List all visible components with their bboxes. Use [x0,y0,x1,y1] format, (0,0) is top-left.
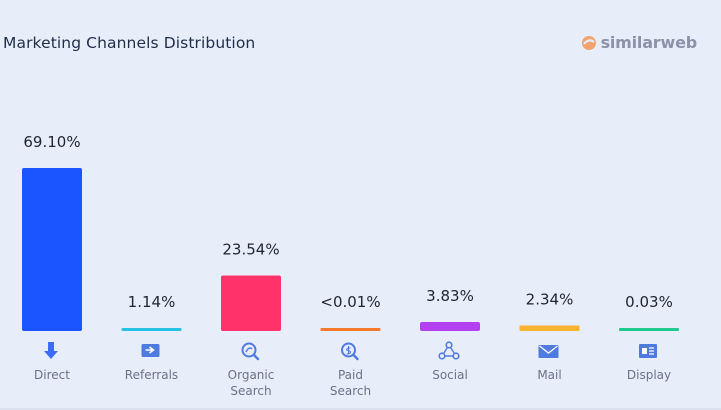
category-label: Social [432,368,468,382]
chart-title: Marketing Channels Distribution [3,34,256,52]
value-label: 2.34% [526,290,574,308]
bar-display[interactable] [619,328,679,331]
bar-mail[interactable] [519,325,580,331]
value-label: 3.83% [426,287,474,305]
bar-social[interactable] [420,321,480,331]
category-label: Paid Search [330,368,371,398]
category-label: Display [627,368,671,382]
paid-search-icon [341,342,359,361]
logo-text: similarweb [600,33,698,52]
referrals-icon [141,344,160,357]
divider [0,408,721,410]
category-label: Mail [537,368,561,382]
direct-arrow-icon [44,342,58,359]
bar-paid-search[interactable] [320,328,381,331]
social-icon [438,341,460,360]
bar-referrals[interactable] [121,328,182,331]
category-label: Referrals [125,368,178,382]
value-label: 1.14% [128,293,176,311]
similarweb-logo-icon [581,35,596,50]
bar-direct[interactable] [22,168,82,331]
organic-search-icon [241,342,260,361]
similarweb-logo: similarweb [581,33,697,52]
value-label: 69.10% [23,133,80,151]
value-label: 23.54% [222,240,279,258]
mail-icon [538,345,559,358]
category-label: Organic Search [228,368,275,398]
value-label: 0.03% [625,293,673,311]
bar-organic-search[interactable] [221,275,281,331]
category-label: Direct [34,368,70,382]
value-label: <0.01% [320,293,380,311]
display-icon [639,344,657,358]
